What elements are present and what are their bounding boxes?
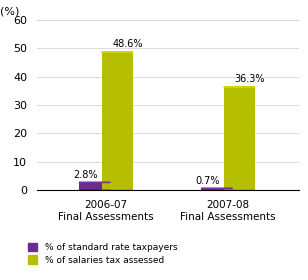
Text: 0.7%: 0.7% — [196, 176, 220, 186]
Bar — [224, 87, 255, 190]
Text: 36.3%: 36.3% — [235, 74, 265, 84]
Text: 2.8%: 2.8% — [74, 170, 98, 179]
Bar — [79, 183, 110, 190]
Bar — [102, 52, 133, 190]
Legend: % of standard rate taxpayers, % of salaries tax assessed: % of standard rate taxpayers, % of salar… — [28, 243, 177, 265]
Bar — [201, 188, 233, 190]
Text: 48.6%: 48.6% — [112, 39, 143, 49]
Text: (%): (%) — [0, 6, 20, 16]
